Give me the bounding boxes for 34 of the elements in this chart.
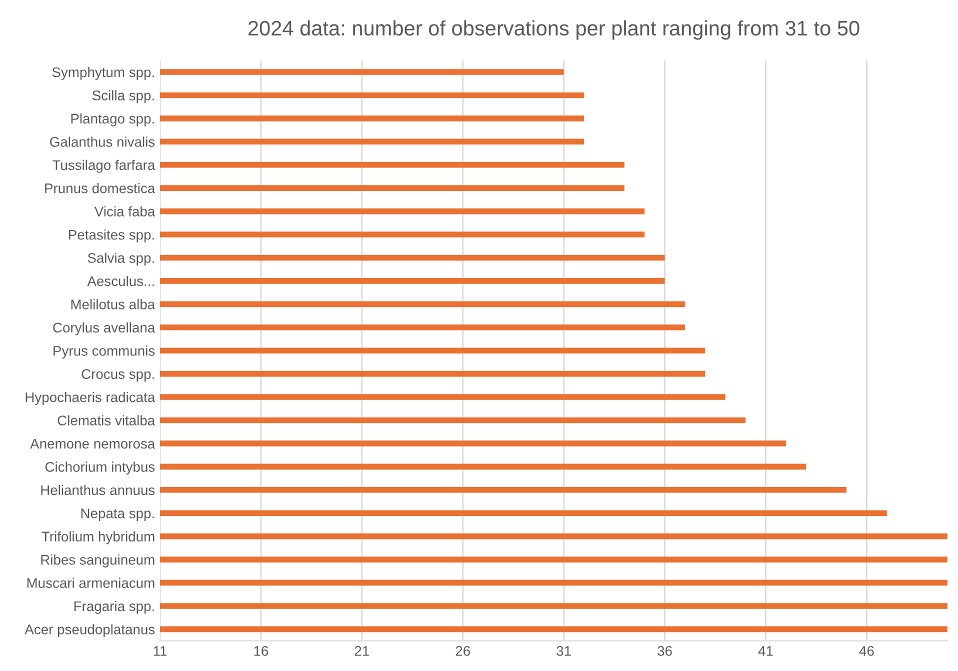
y-tick-label: Prunus domestica (45, 183, 156, 194)
y-tick-label: Scilla spp. (92, 90, 154, 104)
y-tick-label: Salvia spp. (88, 252, 154, 266)
y-tick-label: Fragaria spp. (74, 600, 154, 614)
y-tick-label: Corylus avellana (53, 322, 156, 336)
y-tick-label: Petasites spp. (69, 229, 154, 242)
y-tick-label: Clematis vitalba (58, 415, 156, 426)
y-tick-label: Trifolium hybridum (42, 531, 154, 544)
x-tick-label: 26 (456, 646, 470, 656)
y-tick-label: Aesculus... (87, 276, 154, 286)
x-tick-label: 16 (254, 646, 268, 656)
y-tick-label: Pyrus communis (54, 346, 155, 359)
x-tick-label: 11 (154, 646, 167, 656)
y-tick-label: Cichorium intybus (45, 462, 155, 475)
y-tick-label: Symphytum spp. (52, 66, 154, 80)
y-tick-label: Crocus spp. (82, 369, 154, 382)
y-tick-label: Anemone nemorosa (30, 438, 156, 449)
y-tick-label: Melilotus alba (71, 299, 156, 310)
x-tick-label: 41 (758, 646, 773, 656)
y-tick-label: Ribes sanguineum (41, 554, 154, 568)
x-tick-label: 21 (354, 646, 369, 656)
y-tick-label: Vicia faba (94, 206, 156, 216)
y-tick-label: Plantago spp. (71, 113, 154, 126)
y-tick-label: Helianthus annuus (41, 484, 155, 496)
y-tick-label: Muscari armeniacum (27, 578, 154, 588)
y-tick-label: Galanthus nivalis (50, 136, 155, 147)
x-tick-label: 46 (859, 646, 874, 656)
y-tick-label: Hypochaeris radicata (26, 392, 156, 405)
y-tick-label: Acer pseudoplatanus (24, 624, 155, 638)
x-tick-label: 36 (658, 646, 672, 656)
chart-title: 2024 data: number of observations per plant ranging from 31 to 50 (248, 20, 860, 40)
y-tick-label: Tussilago farfara (52, 160, 156, 173)
y-tick-label: Nepata spp. (81, 508, 154, 522)
x-tick-label: 31 (556, 646, 571, 656)
